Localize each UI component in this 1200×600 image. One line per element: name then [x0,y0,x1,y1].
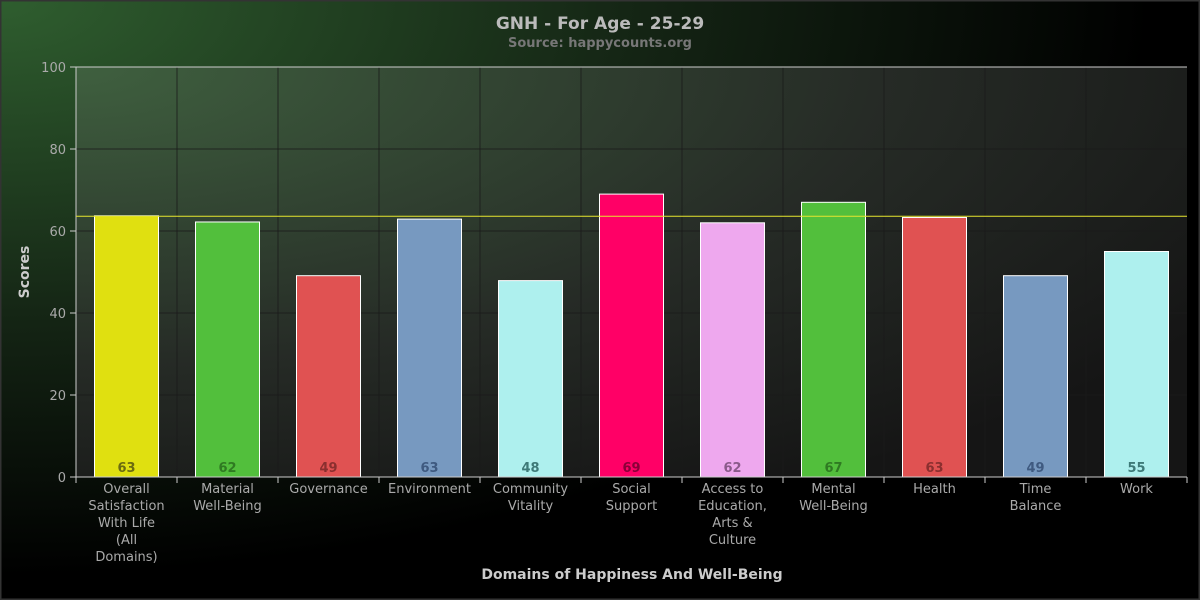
data-label: 62 [723,461,741,476]
y-axis-label: Scores [17,246,33,299]
bar [94,215,159,478]
x-tick-label-line: Balance [1010,499,1062,514]
y-tick-label: 60 [49,225,66,240]
chart-title: GNH - For Age - 25-29 [496,14,704,34]
x-tick-label-line: Support [606,499,657,514]
bar [397,218,462,478]
x-tick-label-line: Health [913,482,956,497]
data-label: 62 [218,461,236,476]
x-tick-label: Environment [388,482,471,497]
y-tick-label: 100 [41,61,66,76]
x-tick-label-line: Education, [698,499,767,514]
x-tick-label: Mental Well-Being [799,482,868,514]
x-tick-label-line: Social [612,482,651,497]
x-tick-label-line: Well-Being [193,499,262,514]
chart-subtitle: Source: happycounts.org [508,36,692,51]
bar [195,221,260,478]
x-tick-label-line: Well-Being [799,499,868,514]
x-tick-label: Material Well-Being [193,482,262,514]
y-tick-label: 40 [49,307,66,322]
x-tick-label-line: Mental [811,482,855,497]
x-tick-label: Community Vitality [493,482,569,514]
data-label: 63 [925,461,943,476]
x-tick-label-line: Culture [709,533,756,548]
bar [1003,275,1068,478]
x-tick-label-line: Arts & [712,516,752,531]
bar [700,222,765,478]
data-label: 67 [824,461,842,476]
data-label: 63 [117,461,135,476]
bar [498,280,563,478]
x-tick-label: Overall Satisfaction With Life (All Domains) [88,482,164,565]
x-tick-label-line: Governance [289,482,367,497]
x-tick-label-line: With Life [98,516,155,531]
x-tick-label-line: Domains) [95,550,157,565]
x-tick-label: Social Support [606,482,657,514]
x-tick-label-line: Vitality [508,499,554,514]
bar [599,193,664,478]
data-label: 48 [521,461,539,476]
data-label: 49 [1026,461,1044,476]
y-tick-label: 0 [58,471,66,486]
bar [902,216,967,478]
x-tick-label-line: Community [493,482,569,497]
x-tick-label: Governance [289,482,367,497]
y-tick-label: 80 [49,143,66,158]
y-tick-label: 20 [49,389,66,404]
data-label: 49 [319,461,337,476]
data-label: 69 [622,461,640,476]
x-tick-label-line: Environment [388,482,471,497]
x-axis-label: Domains of Happiness And Well-Being [481,567,782,583]
x-tick-label-line: Overall [103,482,149,497]
x-tick-label: Time Balance [1010,482,1062,514]
x-tick-label-line: Satisfaction [88,499,164,514]
bar [296,275,361,478]
x-tick-label: Health [913,482,956,497]
bar [801,201,866,478]
data-label: 63 [420,461,438,476]
x-tick-label: Work [1120,482,1153,497]
x-tick-label-line: Time [1019,482,1052,497]
x-tick-label-line: Work [1120,482,1153,497]
bar [1104,251,1169,478]
data-label: 55 [1127,461,1145,476]
x-tick-label-line: Access to [702,482,764,497]
x-tick-label: Access to Education, Arts & Culture [698,482,767,548]
x-tick-label-line: (All [116,533,137,548]
x-tick-label-line: Material [201,482,254,497]
